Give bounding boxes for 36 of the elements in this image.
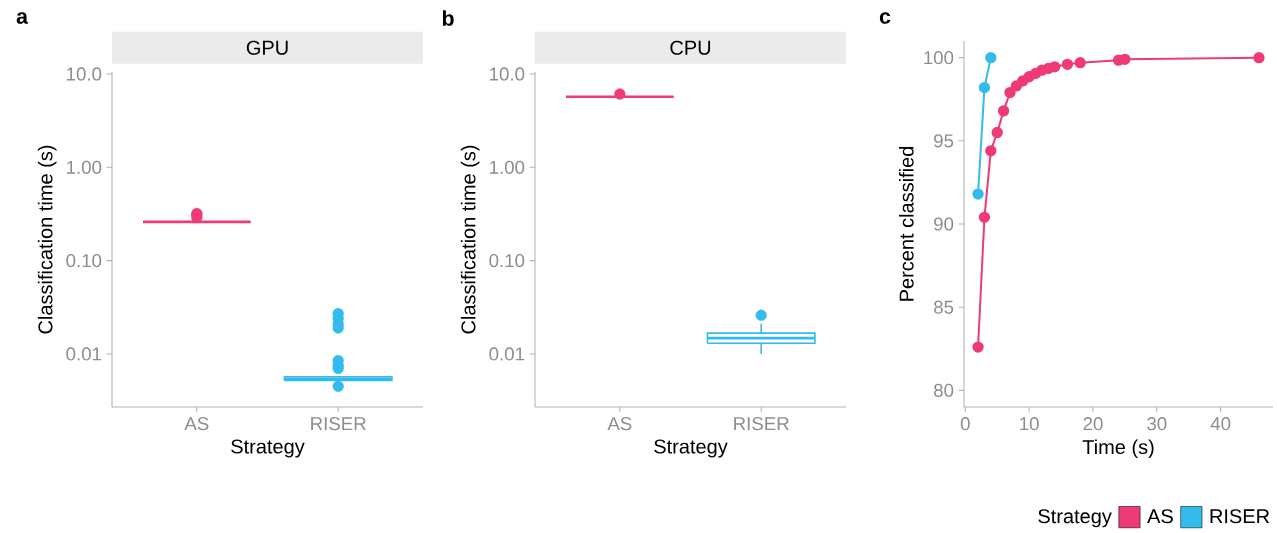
y-tick-label: 1.00 <box>67 160 102 174</box>
x-axis-title: Time (s) <box>1082 439 1154 459</box>
y-tick-label: 95 <box>934 134 954 148</box>
x-axis-title: Strategy <box>654 439 728 458</box>
y-tick-label: 85 <box>934 300 954 314</box>
text: b <box>442 10 454 26</box>
x-tick-label: AS <box>184 417 209 431</box>
x-tick-label: RISER <box>311 417 366 431</box>
chart-title: CPU <box>670 40 711 55</box>
x-tick-label: 0 <box>960 417 970 431</box>
text: c <box>879 12 891 24</box>
text: a <box>16 12 29 24</box>
y-tick-label: 100 <box>924 51 954 65</box>
y-tick-label: 0.01 <box>489 347 525 361</box>
y-tick-label: 10.0 <box>490 67 525 81</box>
legend-label: RISER <box>1210 509 1270 524</box>
x-tick-label: 10 <box>1020 417 1039 431</box>
x-tick-label: 20 <box>1083 417 1103 431</box>
y-tick-label: 0.10 <box>66 254 102 268</box>
y-axis-title: Classification time (s) <box>460 145 480 334</box>
y-tick-label: 0.01 <box>66 347 102 361</box>
y-axis-title: Classification time (s) <box>37 145 57 334</box>
y-tick-label: 0.10 <box>489 254 525 268</box>
y-tick-label: 90 <box>934 217 954 231</box>
legend-label: AS <box>1147 509 1173 524</box>
x-tick-label: AS <box>607 417 632 431</box>
chart-title: GPU <box>246 40 288 55</box>
y-axis-title: Percent classified <box>898 146 914 301</box>
x-axis-title: Strategy <box>231 439 305 458</box>
y-tick-label: 10.0 <box>67 67 102 81</box>
x-tick-label: 30 <box>1147 417 1167 431</box>
legend-title: Strategy <box>1038 509 1112 528</box>
y-tick-label: 1.00 <box>490 160 525 174</box>
x-tick-label: RISER <box>734 417 789 431</box>
x-tick-label: 40 <box>1210 417 1231 431</box>
y-tick-label: 80 <box>934 383 954 397</box>
